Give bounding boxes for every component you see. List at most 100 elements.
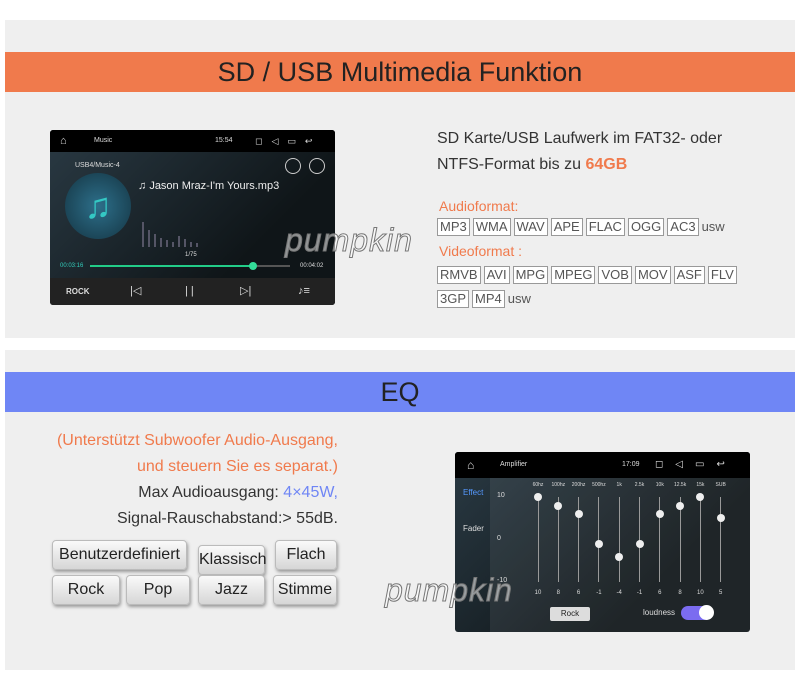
preset-button[interactable]: Stimme	[273, 575, 337, 605]
preset-button[interactable]: Klassisch	[198, 545, 267, 575]
slider-knob[interactable]	[554, 501, 563, 510]
power-value: 4×45W,	[283, 484, 338, 501]
capacity: 64GB	[585, 156, 628, 173]
slider-track	[639, 497, 640, 582]
source-label: USB4/Music-4	[75, 162, 120, 169]
format-tag: AVI	[483, 266, 510, 284]
preset-button[interactable]: Flach	[275, 540, 337, 570]
band-label: 200hz	[571, 482, 586, 488]
home-icon: ⌂	[467, 458, 475, 472]
band-label: 15k	[696, 482, 705, 488]
format-tag: MP4	[472, 290, 505, 308]
band-value: 5	[719, 590, 723, 596]
slider-knob[interactable]	[696, 493, 705, 501]
power-label: Max Audioausgang:	[138, 484, 279, 501]
band-label: 2.5k	[634, 482, 645, 488]
slider-track	[720, 497, 722, 582]
track-name: Jason Mraz-I'm Yours.mp3	[149, 180, 280, 192]
preset-button[interactable]: Rock	[52, 575, 120, 605]
progress-fill	[90, 265, 253, 267]
clock: 15:54	[215, 137, 233, 144]
toggle-knob	[699, 605, 714, 620]
slider-knob[interactable]	[716, 514, 725, 523]
audio-formats: MP3 WMA WAV APE FLAC OGG AC3 usw	[437, 218, 725, 236]
format-suffix: usw	[507, 291, 531, 306]
progress-knob[interactable]	[249, 262, 257, 270]
video-formats: RMVB AVI MPG MPEG VOB MOV ASF FLV 3GP MP4 usw	[437, 263, 757, 311]
band-label: 60hz	[532, 482, 544, 488]
scale-label: 10	[497, 492, 505, 499]
preset-button[interactable]: Pop	[126, 575, 190, 605]
preset-button[interactable]: ROCK	[66, 287, 90, 296]
description-line: SD Karte/USB Laufwerk im FAT32- oder	[437, 130, 723, 147]
preset-button[interactable]: Jazz	[198, 575, 265, 605]
band-label: 1k	[616, 482, 622, 488]
format-tag: VOB	[598, 266, 632, 284]
description-line: NTFS-Format bis zu 64GB	[437, 152, 722, 178]
slider-track	[679, 497, 681, 582]
menu-item[interactable]: Fader	[463, 524, 484, 533]
format-tag: FLV	[707, 266, 737, 284]
description: SD Karte/USB Laufwerk im FAT32- oder NTF…	[437, 126, 722, 178]
format-suffix: usw	[701, 219, 725, 234]
band-value: -4	[616, 590, 622, 596]
video-label: Videoformat :	[439, 243, 523, 259]
slider-track	[699, 497, 701, 582]
description-text: NTFS-Format bis zu	[437, 156, 582, 173]
app-name: Amplifier	[500, 461, 528, 468]
band-label: 12.5k	[673, 482, 687, 488]
band-value: 6	[658, 590, 662, 596]
audio-label: Audioformat:	[439, 198, 519, 214]
power: Max Audioausgang: 4×45W,	[0, 480, 338, 506]
pause-button[interactable]: | |	[185, 285, 194, 297]
slider-knob[interactable]	[655, 510, 664, 518]
snr: Signal-Rauschabstand:> 55dB.	[116, 510, 338, 527]
format-tag: MP3	[437, 218, 470, 236]
slider-knob[interactable]	[615, 552, 624, 561]
preset-button[interactable]: Benutzerdefiniert	[52, 540, 187, 570]
format-tag: 3GP	[437, 290, 470, 308]
eq-button[interactable]	[285, 158, 301, 174]
band-value: -1	[636, 590, 643, 596]
visualizer	[142, 222, 198, 247]
prev-button[interactable]: |◁	[130, 285, 142, 297]
slider-knob[interactable]	[676, 501, 685, 510]
band-label: SUB	[715, 482, 726, 488]
slider-track	[578, 497, 580, 582]
format-tag: MPG	[512, 266, 549, 284]
slider-knob[interactable]	[635, 539, 644, 548]
section-title: SD / USB Multimedia Funktion	[5, 52, 795, 92]
status-bar: ⌂ Amplifier 17:09 ◻◁▭↩	[455, 452, 750, 478]
slider-track	[598, 497, 600, 582]
app-name: Music	[94, 137, 113, 144]
scale-label: -10	[497, 577, 508, 584]
band-value: 8	[678, 590, 682, 596]
band-value: 10	[697, 590, 704, 596]
note: und steuern Sie es separat.)	[136, 458, 338, 475]
band-value: -1	[596, 590, 602, 596]
album-art: ♫	[65, 173, 131, 239]
format-tag: APE	[550, 218, 583, 236]
shuffle-button[interactable]	[309, 158, 325, 174]
slider-track	[659, 497, 661, 582]
next-button[interactable]: ▷|	[240, 285, 252, 297]
slider-knob[interactable]	[594, 539, 603, 548]
format-tag: ASF	[673, 266, 705, 284]
slider-knob[interactable]	[574, 510, 583, 518]
preset-selector[interactable]: Rock	[550, 607, 590, 621]
track-title: ♫ Jason Mraz-I'm Yours.mp3	[138, 180, 280, 192]
note: (Unterstützt Subwoofer Audio-Ausgang,	[56, 432, 338, 449]
watermark: pumpkin	[385, 572, 513, 609]
format-tag: RMVB	[437, 266, 481, 284]
format-tag: WAV	[513, 218, 548, 236]
control-bar: ROCK |◁ | | ▷| ♪≡	[50, 278, 335, 305]
format-tag: AC3	[667, 218, 699, 236]
status-icons: ◻◁▭↩	[655, 459, 737, 470]
eq-text: (Unterstützt Subwoofer Audio-Ausgang, un…	[0, 428, 338, 532]
slider-knob[interactable]	[534, 493, 542, 501]
menu-item[interactable]: Effect	[463, 488, 484, 497]
playlist-button[interactable]: ♪≡	[298, 285, 310, 297]
band-label: 500hz	[592, 482, 606, 488]
duration: 00:04:02	[300, 263, 324, 269]
track-position: 1/75	[185, 252, 197, 258]
